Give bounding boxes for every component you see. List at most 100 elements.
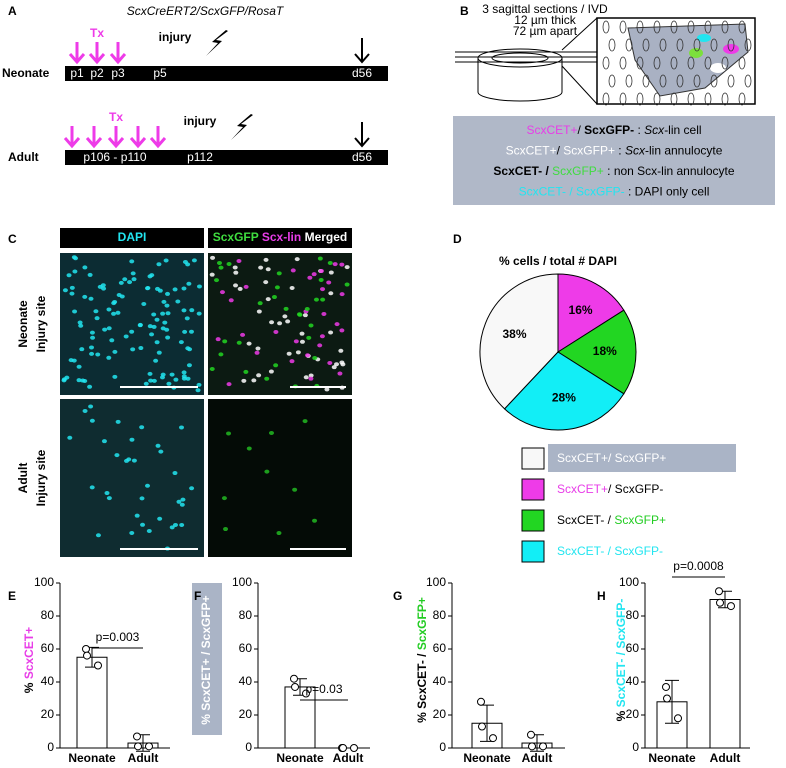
text-segment: % ScxCET- /	[415, 650, 429, 723]
cell	[82, 379, 88, 384]
row-label: Injury site	[34, 449, 48, 506]
pie-slice	[557, 309, 637, 395]
cell	[90, 335, 96, 340]
panel-label: A	[8, 4, 17, 18]
note: 3 sagittal sections / IVD	[482, 2, 608, 16]
y-tick-label: 40	[626, 674, 640, 688]
cell	[172, 287, 178, 292]
cell	[263, 257, 269, 262]
data-point	[134, 742, 142, 751]
cell	[145, 286, 151, 291]
cell	[166, 381, 172, 386]
cell	[79, 347, 85, 352]
tx-arrow	[129, 126, 147, 149]
data-point	[527, 730, 535, 739]
cell	[318, 277, 324, 282]
cell	[131, 277, 137, 282]
cell-outline	[693, 74, 701, 88]
cell	[332, 262, 338, 267]
cell	[165, 335, 171, 340]
cell	[276, 271, 282, 276]
row-label: Neonate	[16, 300, 30, 348]
cell	[130, 271, 136, 276]
data-point	[94, 661, 102, 670]
cell	[256, 373, 262, 378]
header-bar	[208, 228, 352, 248]
timepoint: p112	[187, 150, 213, 164]
cell	[226, 382, 232, 387]
text-segment: -lin annulocyte	[645, 144, 723, 158]
p-value: p=0.03	[305, 682, 342, 696]
cell	[122, 277, 128, 282]
y-tick-label: 40	[41, 674, 55, 688]
tx-arrow	[107, 126, 125, 149]
y-tick-label: 0	[439, 740, 446, 754]
cell-outline	[602, 20, 610, 34]
cell	[339, 328, 345, 333]
cell	[282, 314, 288, 319]
cell	[130, 347, 136, 352]
cell	[222, 339, 228, 344]
cell	[241, 378, 247, 383]
cell	[94, 316, 100, 321]
cell-outline	[608, 74, 616, 88]
cell	[155, 286, 161, 291]
x-tick-label: Neonate	[648, 751, 696, 765]
text-segment: ScxCET- / ScxGFP-	[614, 599, 628, 708]
text-segment: ScxGFP+	[563, 144, 615, 158]
cell	[294, 257, 300, 262]
header-label: ScxGFP Scx-lin Merged	[213, 230, 348, 244]
cell	[178, 340, 184, 345]
cell	[64, 375, 70, 380]
text-segment: ScxCET+	[506, 144, 557, 158]
cell-outline	[636, 56, 644, 70]
cell	[305, 353, 311, 358]
text-segment: % ScxCET+ / ScxGFP+	[199, 595, 213, 724]
cell	[139, 425, 145, 430]
slice-label: 18%	[593, 344, 617, 358]
cell	[216, 260, 222, 265]
cell-outline	[619, 56, 627, 70]
cell	[160, 311, 166, 316]
chart-title: % cells / total # DAPI	[499, 254, 617, 268]
bar	[284, 686, 316, 749]
y-tick-label: 100	[34, 575, 54, 589]
cell-outline	[710, 38, 718, 52]
cell	[78, 323, 84, 328]
cell	[328, 270, 334, 275]
bar	[709, 599, 741, 749]
y-tick-label: 0	[632, 740, 639, 754]
cell	[69, 291, 75, 296]
cell-outline	[727, 38, 735, 52]
tx-arrow	[88, 42, 106, 65]
cell	[106, 355, 112, 360]
cell	[189, 308, 195, 313]
cell	[331, 365, 337, 370]
cell-outline	[687, 56, 695, 70]
data-point	[674, 714, 682, 723]
cell	[76, 378, 82, 383]
cell-outline	[704, 20, 712, 34]
cell	[151, 312, 157, 317]
bar	[76, 656, 108, 749]
cell	[317, 343, 323, 348]
data-point	[290, 674, 298, 683]
y-tick-label: 20	[626, 707, 640, 721]
cell	[87, 272, 93, 277]
cell-outline	[744, 74, 752, 88]
cell	[182, 259, 188, 264]
cell	[115, 419, 121, 424]
cell	[137, 322, 143, 327]
y-tick-label: 60	[626, 641, 640, 655]
y-axis-label: % ScxCET+	[22, 627, 36, 693]
cell	[82, 265, 88, 270]
y-tick-label: 100	[426, 575, 446, 589]
cell	[268, 369, 274, 374]
cell-outline	[710, 74, 718, 88]
cell-outline	[636, 92, 644, 106]
text-segment: ScxCET+/ ScxGFP+	[557, 451, 666, 465]
cell	[95, 533, 101, 538]
cell	[195, 388, 201, 393]
cell	[256, 309, 262, 314]
cell-outline	[738, 20, 746, 34]
